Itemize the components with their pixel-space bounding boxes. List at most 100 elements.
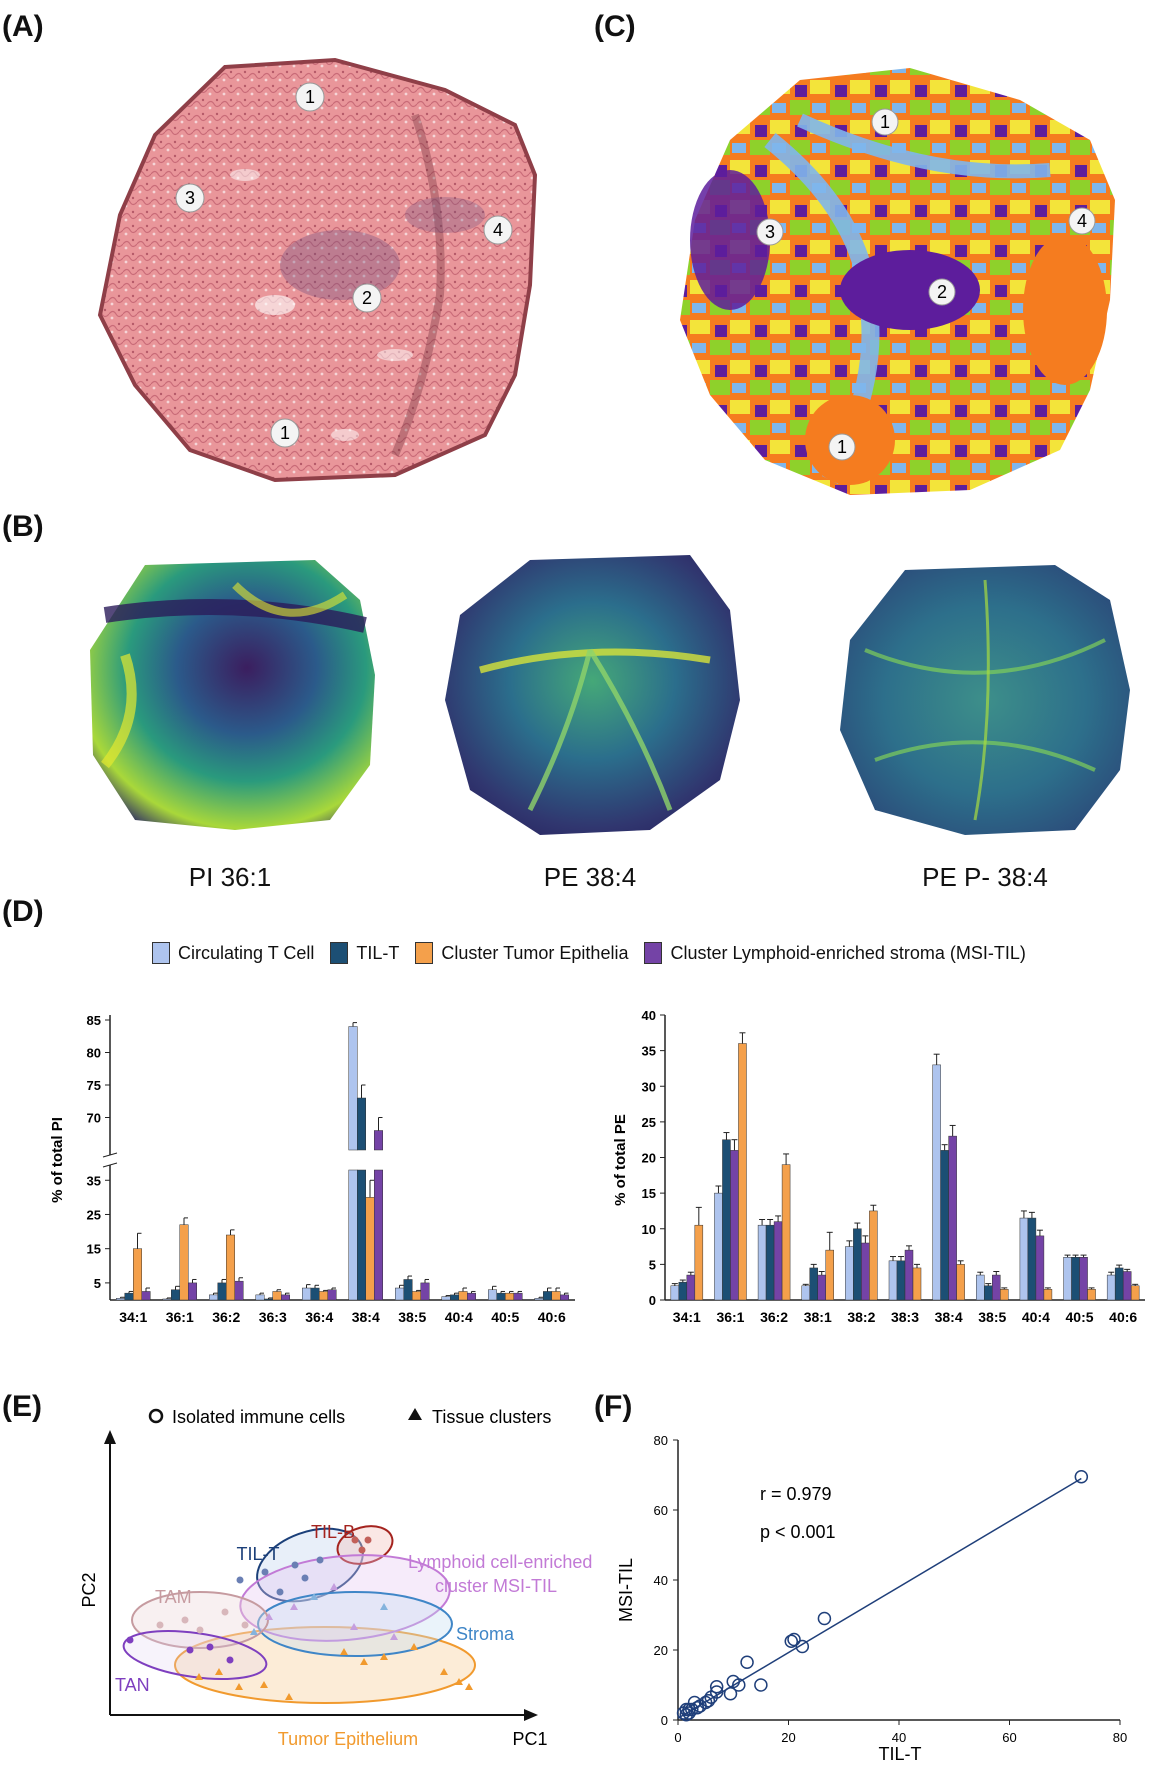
heatmap-pe-38-4 — [445, 555, 740, 835]
group-label-til-t: TIL-T — [237, 1544, 280, 1564]
he-tissue-image: 1 3 4 2 1 — [97, 57, 538, 483]
heatmap-title-1: PI 36:1 — [188, 862, 272, 892]
y-tick-label: 40 — [642, 1008, 656, 1023]
y-tick-label: 40 — [654, 1573, 668, 1588]
x-tick-label: 40:6 — [1109, 1309, 1137, 1325]
y-axis-label: % of total PE — [612, 1114, 629, 1206]
region-marker: 4 — [1077, 211, 1087, 231]
heatmap-pi-36-1 — [90, 560, 375, 830]
region-marker: 1 — [305, 87, 315, 107]
x-tick-label: 60 — [1002, 1730, 1016, 1745]
x-tick-label: 0 — [674, 1730, 681, 1745]
y-tick-label: 75 — [87, 1078, 101, 1093]
pca-points — [126, 1536, 473, 1700]
y-tick-label: 20 — [654, 1643, 668, 1658]
legend-item: Cluster Tumor Epithelia — [415, 942, 628, 964]
y-tick-label: 70 — [87, 1111, 101, 1126]
legend-label: Circulating T Cell — [178, 942, 315, 963]
region-marker: 3 — [185, 188, 195, 208]
legend-label: TIL-T — [356, 942, 400, 963]
panel-label-d: (D) — [2, 895, 44, 928]
cluster-map-image: 1 3 4 2 1 — [680, 68, 1115, 495]
bar-break-gap — [330, 1152, 390, 1168]
heatmap-pe-p-38-4 — [840, 565, 1130, 835]
group-ellipse-tumor — [174, 1626, 476, 1704]
group-ellipse-til-t — [256, 1527, 364, 1603]
y-tick-label: 30 — [642, 1079, 656, 1094]
region-marker: 1 — [880, 112, 890, 132]
scatter-point — [795, 1639, 810, 1654]
group-ellipse-til-b — [336, 1525, 394, 1565]
panel-label-e: (E) — [2, 1390, 42, 1423]
y-axis-label: MSI-TIL — [616, 1558, 636, 1622]
panel-label-c: (C) — [594, 10, 636, 43]
x-tick-label: 36:1 — [716, 1309, 744, 1325]
y-tick-label: 5 — [649, 1257, 656, 1272]
scatter-point — [754, 1678, 768, 1692]
x-tick-label: 38:4 — [935, 1309, 963, 1325]
x-tick-label: 40:5 — [491, 1309, 519, 1325]
bar — [374, 1169, 383, 1301]
y-tick-label: 60 — [654, 1503, 668, 1518]
scatter-point — [723, 1687, 738, 1701]
region-marker: 1 — [837, 437, 847, 457]
scatter-point — [679, 1702, 694, 1717]
y-tick-label: 20 — [642, 1151, 656, 1166]
x-tick-label: 38:3 — [891, 1309, 919, 1325]
legend-label: Cluster Tumor Epithelia — [441, 942, 629, 963]
circle-marker-icon — [148, 1408, 164, 1424]
scatter-point — [787, 1632, 801, 1647]
y-tick-label: 25 — [87, 1207, 101, 1222]
pca-x-label: PC1 — [512, 1729, 547, 1749]
group-label-til-b: TIL-B — [311, 1522, 355, 1542]
axis-break-mark — [102, 1152, 118, 1158]
y-tick-label: 10 — [642, 1222, 656, 1237]
panel-label-f: (F) — [594, 1390, 633, 1423]
scatter-point — [740, 1655, 754, 1669]
region-marker: 4 — [493, 220, 503, 240]
y-tick-label: 5 — [94, 1276, 101, 1291]
scatter-point — [1074, 1470, 1089, 1484]
y-tick-label: 15 — [642, 1186, 656, 1201]
y-tick-label: 35 — [642, 1044, 656, 1059]
x-tick-label: 34:1 — [673, 1309, 701, 1325]
legend-triangle-label: Tissue clusters — [432, 1407, 551, 1427]
x-tick-label: 36:1 — [166, 1309, 194, 1325]
region-marker: 2 — [362, 288, 372, 308]
y-axis-label: % of total PI — [49, 1117, 66, 1203]
group-label-msi-til-2: cluster MSI-TIL — [435, 1576, 557, 1596]
scatter-point — [682, 1706, 696, 1720]
x-tick-label: 20 — [781, 1730, 795, 1745]
x-tick-label: 36:3 — [259, 1309, 287, 1325]
x-tick-label: 80 — [1113, 1730, 1127, 1745]
group-ellipse-stroma — [257, 1591, 453, 1657]
regression-line — [677, 1477, 1082, 1719]
axis-break — [104, 1155, 116, 1165]
y-tick-label: 15 — [87, 1242, 101, 1257]
x-tick-label: 36:2 — [212, 1309, 240, 1325]
y-tick-label: 25 — [642, 1115, 656, 1130]
x-tick-label: 40:6 — [538, 1309, 566, 1325]
x-tick-label: 38:2 — [847, 1309, 875, 1325]
legend-item: Circulating T Cell — [152, 942, 314, 964]
scatter-point — [679, 1708, 694, 1722]
region-marker: 2 — [937, 282, 947, 302]
x-axis-label: TIL-T — [879, 1744, 922, 1764]
group-ellipse-msi-til — [239, 1554, 451, 1642]
x-tick-label: 40 — [892, 1730, 906, 1745]
x-tick-label: 36:4 — [305, 1309, 333, 1325]
scatter-point — [784, 1634, 799, 1648]
stat-annotation: p < 0.001 — [760, 1522, 836, 1542]
region-marker: 3 — [765, 222, 775, 242]
y-tick-label: 0 — [649, 1293, 656, 1308]
x-tick-label: 40:5 — [1066, 1309, 1094, 1325]
x-tick-label: 38:4 — [352, 1309, 380, 1325]
heatmap-title-2: PE 38:4 — [543, 862, 637, 892]
scatter-point — [817, 1611, 832, 1626]
legend-item: TIL-T — [330, 942, 399, 964]
tissue-region-markers-a: 1 3 4 2 1 — [175, 82, 513, 448]
group-label-tumor: Tumor Epithelium — [278, 1729, 418, 1749]
